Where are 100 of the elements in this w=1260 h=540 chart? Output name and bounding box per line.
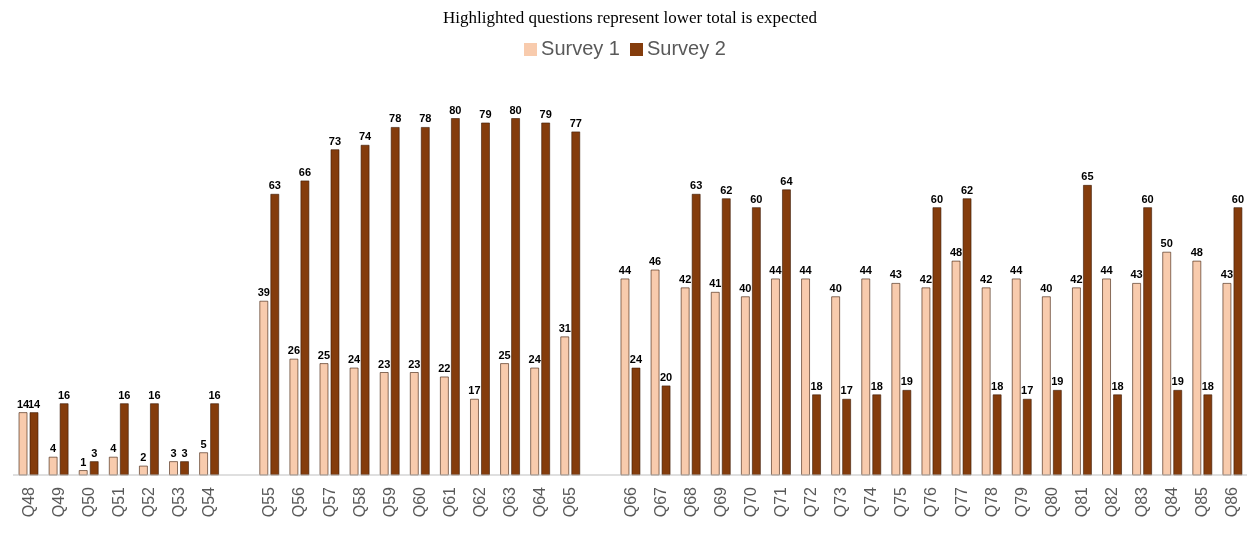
data-label: 43: [1220, 268, 1234, 281]
data-label: 44: [618, 263, 632, 276]
data-label: 19: [900, 375, 913, 388]
data-label: 18: [1111, 379, 1124, 392]
bar: [440, 376, 449, 476]
data-label: 42: [679, 272, 692, 285]
legend-label: Survey 1: [541, 37, 620, 59]
bar: [801, 278, 810, 476]
data-label: 41: [709, 277, 722, 290]
bar: [210, 403, 219, 476]
bar: [812, 394, 821, 476]
bar: [420, 127, 430, 476]
bar: [1011, 278, 1021, 476]
bar: [1173, 390, 1183, 476]
data-label: 20: [659, 370, 673, 383]
data-label: 44: [859, 263, 873, 276]
x-tick-label: Q50: [79, 486, 97, 518]
bar: [782, 189, 791, 476]
data-label: 19: [1171, 375, 1184, 388]
data-label: 16: [208, 388, 221, 401]
x-tick-label: Q55: [260, 486, 278, 518]
data-label: 4: [50, 442, 58, 455]
legend-label: Survey 2: [647, 37, 726, 59]
bar: [1102, 278, 1111, 476]
data-label: 14: [27, 397, 42, 410]
x-tick-label: Q51: [109, 486, 127, 518]
data-label: 24: [629, 353, 643, 366]
bar: [1072, 287, 1081, 476]
data-label: 62: [720, 183, 733, 196]
x-tick-label: Q80: [1042, 486, 1060, 518]
data-label: 18: [810, 379, 823, 392]
bar: [470, 398, 479, 476]
bar: [481, 122, 490, 476]
bar: [109, 456, 118, 476]
data-label: 80: [509, 103, 522, 116]
bar: [1162, 251, 1172, 476]
bar: [1113, 394, 1122, 476]
bar: [710, 292, 720, 476]
x-tick-label: Q81: [1072, 486, 1090, 518]
x-tick-label: Q69: [711, 486, 729, 518]
data-label: 40: [1040, 281, 1053, 294]
data-label: 44: [1010, 263, 1024, 276]
data-label: 62: [960, 183, 974, 196]
bar: [680, 287, 690, 476]
bar: [1192, 260, 1202, 476]
data-label: 63: [268, 179, 281, 192]
x-tick-label: Q82: [1103, 486, 1121, 518]
data-label: 3: [170, 446, 177, 459]
chart-title: Highlighted questions represent lower total is expected: [442, 8, 818, 29]
data-label: 60: [1231, 192, 1245, 205]
data-label: 77: [569, 116, 582, 129]
bar: [571, 131, 581, 476]
data-label: 74: [358, 130, 373, 143]
data-label: 63: [690, 179, 703, 192]
bar: [89, 461, 99, 476]
data-label: 60: [750, 192, 763, 205]
x-tick-label: Q66: [621, 486, 639, 518]
data-label: 16: [148, 388, 161, 401]
x-tick-label: Q60: [410, 486, 428, 518]
bar: [560, 336, 570, 476]
data-label: 48: [1190, 246, 1203, 259]
data-label: 24: [528, 353, 542, 366]
bar: [1022, 398, 1032, 476]
data-label: 18: [870, 379, 883, 392]
bar: [842, 398, 851, 476]
bar: [721, 198, 731, 476]
x-tick-label: Q59: [380, 486, 398, 518]
bar: [139, 465, 148, 476]
data-label: 44: [769, 263, 783, 276]
x-tick-label: Q79: [1012, 486, 1030, 518]
bar: [511, 118, 520, 476]
bar: [1042, 296, 1051, 476]
x-tick-label: Q61: [440, 486, 458, 518]
data-label: 42: [980, 272, 993, 285]
data-label: 78: [389, 112, 402, 125]
x-tick-label: Q70: [741, 486, 759, 518]
bar: [379, 372, 389, 476]
data-label: 23: [378, 357, 391, 370]
data-label: 48: [949, 246, 963, 259]
data-label: 17: [468, 384, 481, 397]
bar: [902, 390, 912, 476]
x-tick-label: Q67: [651, 486, 669, 518]
data-label: 16: [118, 388, 131, 401]
bar: [891, 283, 901, 476]
data-label: 43: [889, 268, 902, 281]
bar: [259, 300, 269, 476]
data-label: 25: [498, 348, 511, 361]
x-tick-label: Q73: [832, 486, 850, 518]
x-tick-label: Q64: [531, 486, 549, 518]
bar: [1083, 185, 1092, 476]
bar: [861, 278, 871, 476]
data-label: 50: [1160, 237, 1173, 250]
data-label: 18: [1201, 379, 1214, 392]
x-tick-label: Q83: [1133, 486, 1151, 518]
bar: [199, 452, 208, 476]
data-label: 73: [328, 134, 342, 147]
bar: [872, 394, 882, 476]
x-tick-label: Q71: [771, 486, 789, 518]
data-label: 2: [140, 451, 147, 464]
data-label: 40: [739, 281, 752, 294]
